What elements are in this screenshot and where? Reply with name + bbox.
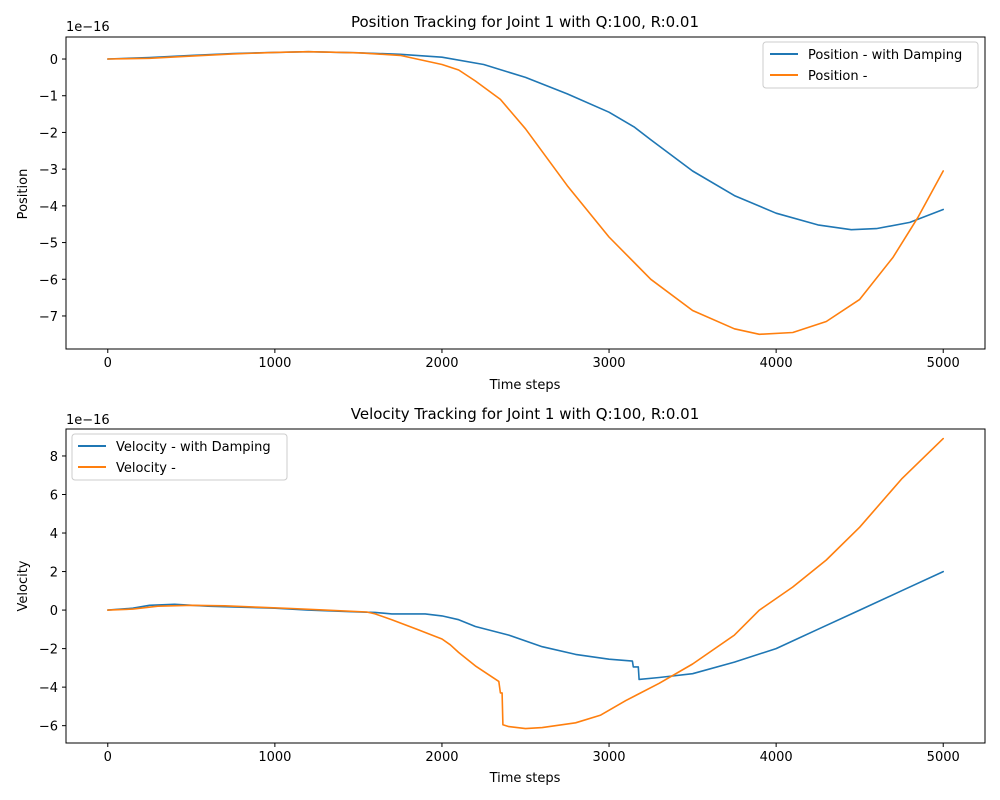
velocity-y-offset-label: 1e−16: [66, 413, 110, 428]
velocity-ytick-label: 0: [50, 604, 58, 619]
velocity-ytick-label: 6: [50, 488, 58, 503]
position-ytick-label: −7: [39, 310, 58, 325]
position-ytick-label: −3: [39, 163, 58, 178]
velocity-legend-label-plain: Velocity -: [116, 461, 176, 476]
velocity-legend-box: [71, 433, 288, 481]
position-xtick-label: 3000: [592, 356, 625, 371]
velocity-legend-label-damping: Velocity - with Damping: [116, 440, 271, 455]
position-ylabel: Position: [16, 169, 31, 220]
velocity-chart-title: Velocity Tracking for Joint 1 with Q:100…: [351, 405, 700, 423]
position-xlabel: Time steps: [489, 378, 561, 393]
position-legend-label-plain: Position -: [808, 69, 868, 84]
position-ytick-label: 0: [50, 53, 58, 68]
velocity-chart: Velocity Tracking for Joint 1 with Q:100…: [16, 405, 986, 786]
position-ticks: 0 1000 2000 3000 4000 5000 0 −1 −2 −3 −4 −5 −6 −7: [39, 53, 960, 371]
velocity-ytick-label: 4: [50, 527, 58, 542]
position-legend: Position - with Damping Position -: [762, 41, 979, 89]
position-xtick-label: 2000: [425, 356, 458, 371]
position-plot-frame: [65, 36, 986, 350]
velocity-plot-frame: [65, 428, 986, 744]
position-xtick-label: 1000: [258, 356, 291, 371]
velocity-ticks: 0 1000 2000 3000 4000 5000 8 6 4 2 0 −2 −4 −6: [39, 450, 960, 765]
velocity-lines: [107, 437, 945, 730]
velocity-xtick-label: 1000: [258, 750, 291, 765]
velocity-ytick-label: −4: [39, 681, 58, 696]
velocity-xtick-label: 5000: [927, 750, 960, 765]
position-series-line-plain: [107, 50, 945, 336]
position-ytick-label: −5: [39, 237, 58, 252]
velocity-xtick-label: 2000: [425, 750, 458, 765]
position-xtick-label: 5000: [927, 356, 960, 371]
velocity-ytick-label: 2: [50, 566, 58, 581]
position-y-offset-label: 1e−16: [66, 20, 110, 35]
position-ytick-label: −4: [39, 200, 58, 215]
velocity-ylabel: Velocity: [16, 560, 31, 611]
position-legend-label-damping: Position - with Damping: [808, 48, 962, 63]
position-xtick-label: 0: [104, 356, 112, 371]
position-ytick-label: −2: [39, 126, 58, 141]
velocity-legend: Velocity - with Damping Velocity -: [71, 433, 288, 481]
position-ytick-label: −1: [39, 90, 58, 105]
velocity-xlabel: Time steps: [489, 771, 561, 786]
position-legend-box: [762, 41, 979, 89]
position-chart-title: Position Tracking for Joint 1 with Q:100…: [351, 13, 699, 31]
position-xtick-label: 4000: [760, 356, 793, 371]
velocity-ytick-label: −6: [39, 720, 58, 735]
position-lines: [107, 50, 945, 336]
velocity-xtick-label: 0: [104, 750, 112, 765]
position-chart: Position Tracking for Joint 1 with Q:100…: [16, 13, 986, 393]
velocity-xtick-label: 3000: [592, 750, 625, 765]
velocity-ytick-label: −2: [39, 643, 58, 658]
velocity-xtick-label: 4000: [760, 750, 793, 765]
velocity-ytick-label: 8: [50, 450, 58, 465]
position-ytick-label: −6: [39, 273, 58, 288]
velocity-series-line-plain: [107, 437, 945, 730]
